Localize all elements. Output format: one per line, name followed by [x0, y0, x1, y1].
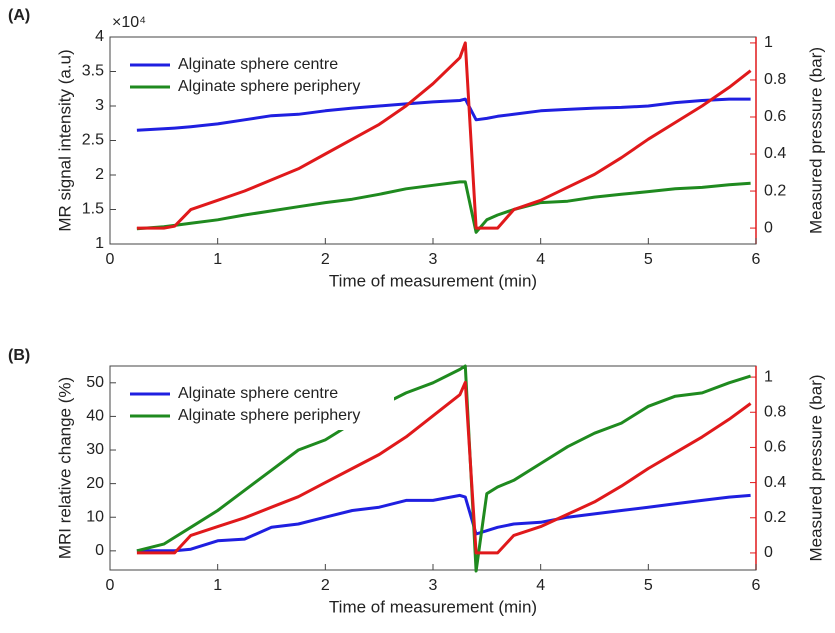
x-tick-label: 1 [213, 577, 222, 594]
y-axis-label: MR signal intensity (a.u) [55, 49, 74, 231]
panel-label: (B) [8, 347, 30, 364]
y2-tick-label: 0.4 [764, 145, 786, 162]
y2-tick-label: 0 [764, 219, 773, 236]
x-axis-label: Time of measurement (min) [329, 597, 537, 616]
x-tick-label: 6 [752, 251, 761, 268]
x-tick-label: 2 [321, 251, 330, 268]
x-tick-label: 3 [429, 251, 438, 268]
y-tick-label: 20 [86, 475, 104, 492]
y-tick-label: 4 [95, 28, 104, 45]
x-tick-label: 2 [321, 577, 330, 594]
series-line [136, 380, 752, 555]
x-tick-label: 0 [106, 251, 115, 268]
y2-tick-label: 0 [764, 544, 773, 561]
y-tick-label: 50 [86, 374, 104, 391]
series-line [136, 493, 751, 553]
y-tick-label: 3 [95, 97, 104, 114]
y2-tick-label: 1 [764, 368, 773, 385]
y-tick-label: 2 [95, 166, 104, 183]
x-tick-label: 1 [213, 251, 222, 268]
y2-tick-label: 0.8 [764, 403, 786, 420]
y-tick-label: 1.5 [82, 201, 104, 218]
panel: (B)0 1 2 3 4 5 60102030405000.20.40.60.81Time … [8, 347, 825, 616]
y2-tick-label: 0.2 [764, 182, 786, 199]
x-tick-label: 6 [752, 577, 761, 594]
y-tick-label: 0 [95, 542, 104, 559]
y-tick-label: 30 [86, 441, 104, 458]
legend-label: Alginate sphere centre [178, 56, 338, 73]
series-line [136, 180, 751, 234]
y-tick-label: 1 [95, 235, 104, 252]
y-multiplier: ×10⁴ [112, 14, 146, 31]
legend-label: Alginate sphere periphery [178, 407, 360, 424]
y2-tick-label: 1 [764, 34, 773, 51]
x-tick-label: 4 [536, 251, 545, 268]
y-tick-label: 10 [86, 508, 104, 525]
y-axis-label: MRI relative change (%) [55, 377, 74, 559]
series-line [136, 41, 752, 230]
legend-box [122, 380, 394, 430]
series-line [136, 364, 752, 573]
y2-tick-label: 0.4 [764, 474, 786, 491]
legend-box [122, 51, 394, 101]
y2-axis-label: Measured pressure (bar) [806, 374, 825, 561]
y-tick-label: 40 [86, 408, 104, 425]
y2-tick-label: 0.8 [764, 71, 786, 88]
x-tick-label: 4 [536, 577, 545, 594]
panel-label: (A) [8, 7, 30, 24]
legend-label: Alginate sphere centre [178, 385, 338, 402]
x-tick-label: 0 [106, 577, 115, 594]
y-tick-label: 3.5 [82, 63, 104, 80]
y2-tick-label: 0.6 [764, 439, 786, 456]
y2-axis-label: Measured pressure (bar) [806, 47, 825, 234]
y2-tick-label: 0.2 [764, 509, 786, 526]
x-tick-label: 5 [644, 251, 653, 268]
y-tick-label: 2.5 [82, 132, 104, 149]
series-line [136, 97, 751, 132]
legend-label: Alginate sphere periphery [178, 78, 360, 95]
x-tick-label: 3 [429, 577, 438, 594]
y2-tick-label: 0.6 [764, 108, 786, 125]
x-axis-label: Time of measurement (min) [329, 271, 537, 290]
x-tick-label: 5 [644, 577, 653, 594]
